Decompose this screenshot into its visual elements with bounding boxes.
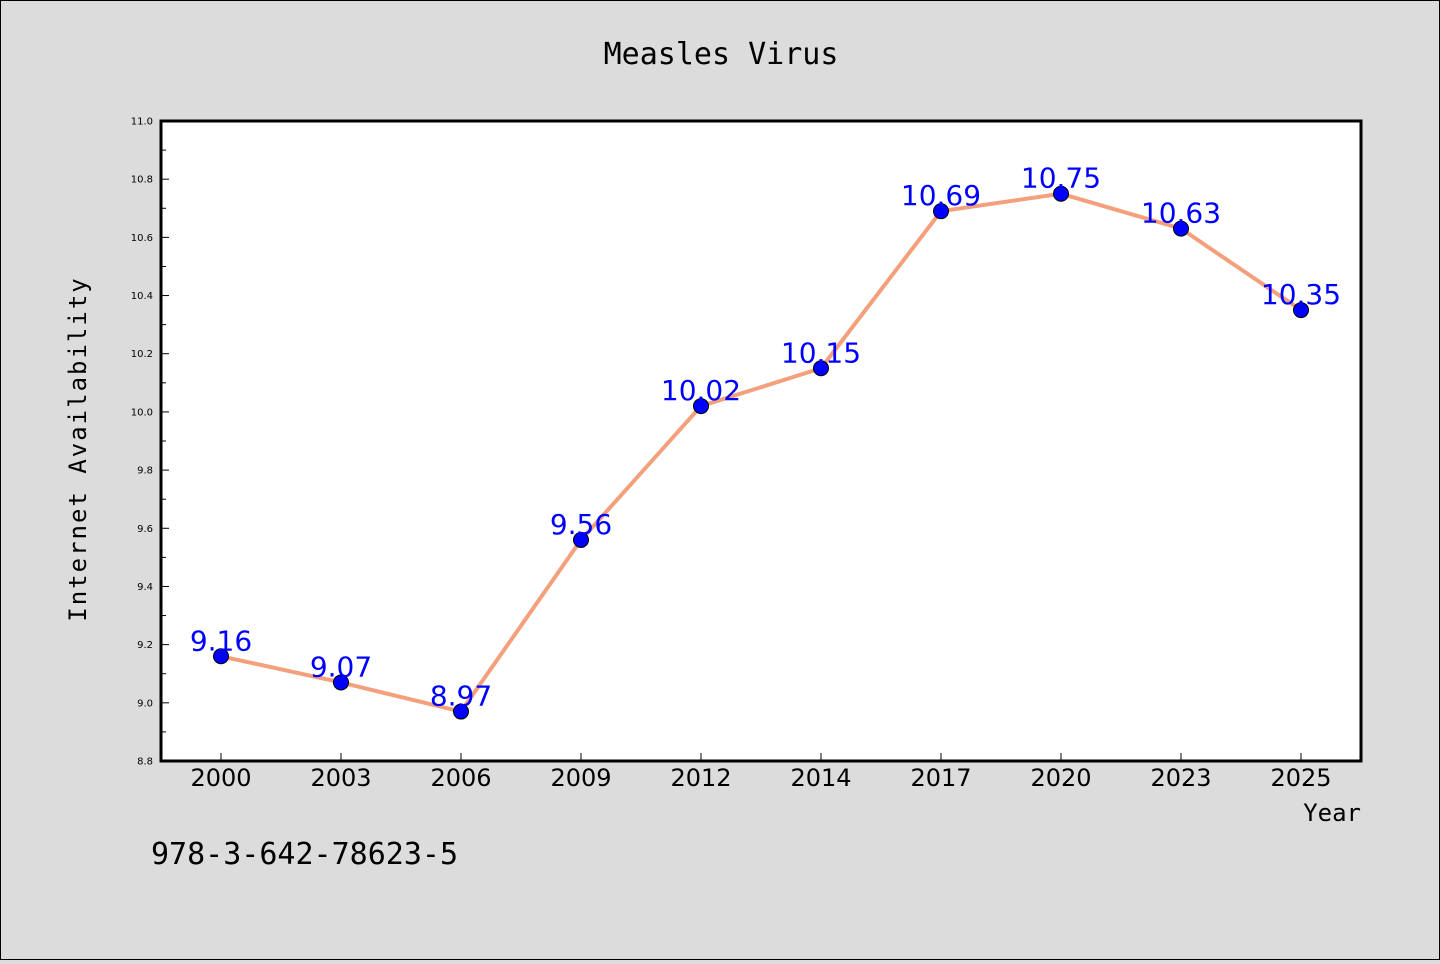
data-point <box>213 648 229 665</box>
y-axis-label: Internet Availability <box>64 276 92 621</box>
x-tick-label: 2000 <box>190 764 251 792</box>
y-tick-label: 9.8 <box>137 466 153 477</box>
y-tick-label: 8.8 <box>137 757 153 768</box>
x-tick-label: 2020 <box>1030 764 1091 792</box>
y-tick-label: 9.6 <box>137 524 153 535</box>
plot-area <box>159 119 1363 763</box>
y-tick-label: 10.4 <box>131 291 153 302</box>
data-point <box>693 398 709 415</box>
data-point <box>333 674 349 691</box>
x-tick-label: 2012 <box>670 764 731 792</box>
x-axis-label: Year <box>1303 799 1361 827</box>
y-tick-label: 9.0 <box>137 698 153 709</box>
isbn-text: 978-3-642-78623-5 <box>151 837 458 872</box>
data-point <box>813 360 829 377</box>
data-label: 10.15 <box>781 336 861 369</box>
y-tick-label: 10.6 <box>131 233 153 244</box>
chart-title: Measles Virus <box>604 37 839 72</box>
x-axis: 2000 2003 2006 2009 2012 2014 2017 2020 2023 2025 <box>190 753 1332 792</box>
data-label-layer: 9.16 9.07 8.97 9.56 10.02 10.15 10.69 10.75 10.6… <box>190 162 1341 713</box>
y-tick-label: 11.0 <box>131 117 153 128</box>
data-label: 10.75 <box>1021 162 1101 195</box>
data-label: 8.97 <box>430 680 492 713</box>
y-tick-label: 9.2 <box>137 640 153 651</box>
data-label: 9.16 <box>190 624 252 657</box>
data-point <box>573 531 589 548</box>
x-tick-label: 2025 <box>1270 764 1331 792</box>
x-tick-label: 2003 <box>310 764 371 792</box>
x-tick-label: 2017 <box>910 764 971 792</box>
y-tick-label: 10.8 <box>131 175 153 186</box>
y-tick-label: 9.4 <box>137 582 153 593</box>
x-tick-label: 2009 <box>550 764 611 792</box>
series-layer <box>213 185 1309 720</box>
data-point <box>1293 302 1309 319</box>
data-label: 10.63 <box>1141 197 1221 230</box>
data-label: 9.07 <box>310 650 372 683</box>
y-tick-label: 10.0 <box>131 407 153 418</box>
data-point <box>453 703 469 720</box>
data-point <box>1173 220 1189 237</box>
y-tick-label: 10.2 <box>131 349 153 360</box>
x-tick-label: 2006 <box>430 764 491 792</box>
series-line <box>219 191 1303 714</box>
data-label: 9.56 <box>550 508 612 541</box>
data-label: 10.69 <box>901 179 981 212</box>
data-point <box>933 203 949 220</box>
data-point <box>1053 185 1069 202</box>
data-label: 10.35 <box>1261 278 1341 311</box>
x-tick-label: 2014 <box>790 764 851 792</box>
data-label: 10.02 <box>661 374 741 407</box>
x-tick-label: 2023 <box>1150 764 1211 792</box>
y-axis: 8.8 9.0 9.2 9.4 9.6 9.8 10.0 10.2 10.4 10.6 10.8 11… <box>131 117 169 768</box>
